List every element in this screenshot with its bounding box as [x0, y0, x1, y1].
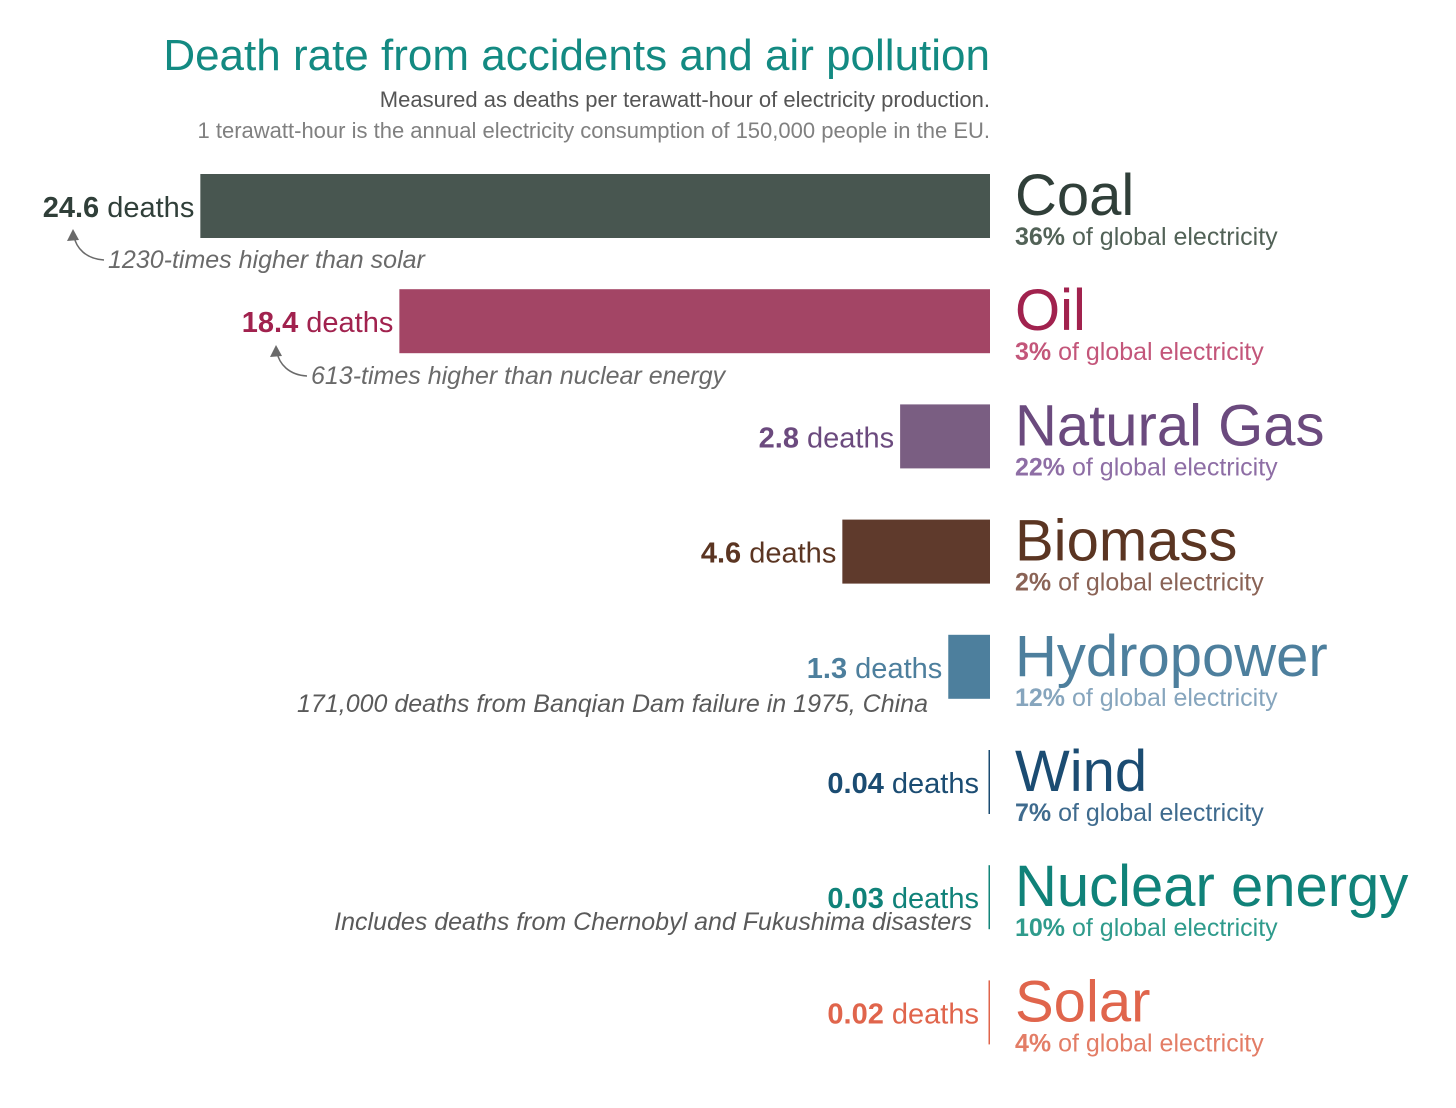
value-label-biomass: 4.6 deaths: [701, 538, 836, 570]
value-unit-oil: deaths: [298, 307, 393, 339]
source-name-oil: Oil: [1015, 278, 1086, 343]
value-number-biomass: 4.6: [701, 538, 741, 570]
share-suffix-wind: of global electricity: [1051, 799, 1264, 827]
share-label-natural-gas: 22% of global electricity: [1015, 453, 1278, 481]
share-suffix-natural-gas: of global electricity: [1065, 453, 1278, 481]
value-label-solar: 0.02 deaths: [827, 998, 979, 1030]
source-name-natural-gas: Natural Gas: [1015, 393, 1324, 458]
value-label-nuclear-energy: 0.03 deaths: [827, 883, 979, 915]
share-percent-biomass: 2%: [1015, 569, 1051, 597]
annotation-arrowhead-coal: [67, 229, 79, 241]
share-percent-hydropower: 12%: [1015, 684, 1065, 712]
share-label-oil: 3% of global electricity: [1015, 338, 1264, 366]
bar-nuclear-energy: [988, 865, 990, 930]
value-unit-natural-gas: deaths: [799, 422, 894, 454]
annotation-arrowhead-oil: [270, 345, 282, 357]
share-suffix-coal: of global electricity: [1065, 223, 1278, 251]
share-percent-coal: 36%: [1015, 223, 1065, 251]
value-number-wind: 0.04: [827, 768, 883, 800]
bar-hydropower: [948, 634, 990, 699]
bar-coal: [200, 174, 991, 238]
value-number-coal: 24.6: [43, 192, 99, 224]
value-unit-nuclear-energy: deaths: [884, 883, 979, 915]
share-suffix-oil: of global electricity: [1051, 338, 1264, 366]
bar-wind: [988, 750, 990, 814]
value-number-oil: 18.4: [242, 307, 298, 339]
value-number-nuclear-energy: 0.03: [827, 883, 883, 915]
value-unit-solar: deaths: [884, 998, 979, 1030]
value-unit-wind: deaths: [884, 768, 979, 800]
annotation-coal-comparison: 1230-times higher than solar: [108, 246, 427, 274]
share-percent-natural-gas: 22%: [1015, 453, 1065, 481]
source-name-nuclear-energy: Nuclear energy: [1015, 854, 1408, 919]
share-label-wind: 7% of global electricity: [1015, 799, 1264, 827]
share-suffix-biomass: of global electricity: [1051, 569, 1264, 597]
value-number-solar: 0.02: [827, 998, 883, 1030]
value-unit-biomass: deaths: [741, 538, 836, 570]
annotation-oil-comparison: 613-times higher than nuclear energy: [311, 362, 727, 390]
value-label-hydropower: 1.3 deaths: [807, 653, 942, 685]
chart-title: Death rate from accidents and air pollut…: [163, 31, 990, 80]
bar-natural-gas: [900, 404, 990, 469]
share-suffix-hydropower: of global electricity: [1065, 684, 1278, 712]
source-name-wind: Wind: [1015, 739, 1147, 804]
source-name-coal: Coal: [1015, 163, 1134, 228]
share-percent-solar: 4%: [1015, 1029, 1051, 1057]
share-suffix-nuclear-energy: of global electricity: [1065, 914, 1278, 942]
bar-biomass: [842, 519, 990, 584]
value-label-natural-gas: 2.8 deaths: [759, 422, 894, 454]
share-label-coal: 36% of global electricity: [1015, 223, 1278, 251]
share-percent-oil: 3%: [1015, 338, 1051, 366]
share-label-biomass: 2% of global electricity: [1015, 569, 1264, 597]
share-percent-wind: 7%: [1015, 799, 1051, 827]
share-label-hydropower: 12% of global electricity: [1015, 684, 1278, 712]
value-number-hydropower: 1.3: [807, 653, 847, 685]
share-label-nuclear-energy: 10% of global electricity: [1015, 914, 1278, 942]
chart-subtitle: Measured as deaths per terawatt-hour of …: [380, 87, 990, 112]
value-number-natural-gas: 2.8: [759, 422, 799, 454]
value-label-wind: 0.04 deaths: [827, 768, 979, 800]
value-unit-hydropower: deaths: [847, 653, 942, 685]
chart-subtitle-secondary: 1 terawatt-hour is the annual electricit…: [198, 118, 990, 143]
bar-solar: [988, 980, 990, 1045]
source-name-hydropower: Hydropower: [1015, 624, 1328, 689]
value-label-oil: 18.4 deaths: [242, 307, 394, 339]
share-suffix-solar: of global electricity: [1051, 1029, 1264, 1057]
value-label-coal: 24.6 deaths: [43, 192, 195, 224]
annotation-nuclear-note: Includes deaths from Chernobyl and Fukus…: [334, 908, 972, 936]
bar-oil: [399, 289, 990, 354]
annotation-hydropower-note: 171,000 deaths from Banqian Dam failure …: [297, 690, 928, 718]
value-unit-coal: deaths: [99, 192, 194, 224]
source-name-biomass: Biomass: [1015, 509, 1237, 574]
source-name-solar: Solar: [1015, 969, 1150, 1034]
share-percent-nuclear-energy: 10%: [1015, 914, 1065, 942]
share-label-solar: 4% of global electricity: [1015, 1029, 1264, 1057]
